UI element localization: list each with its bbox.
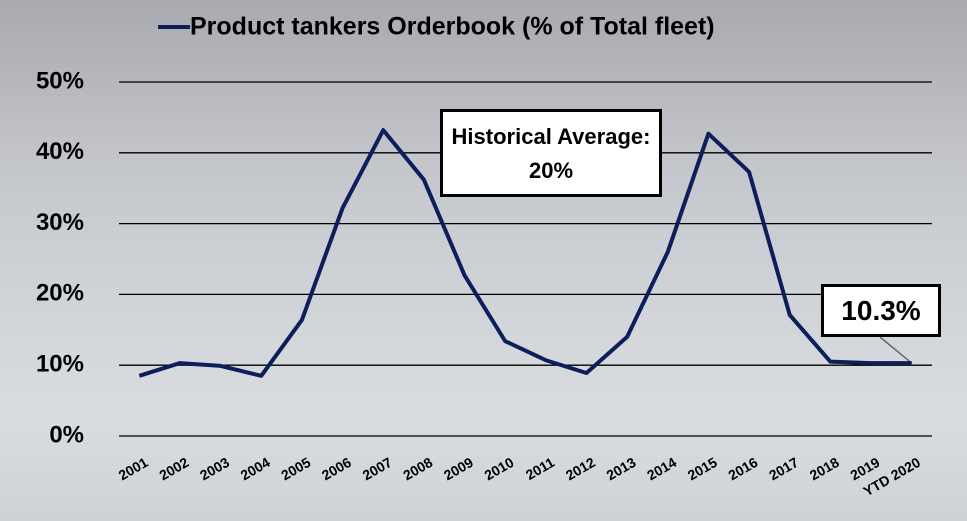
- x-tick-label: 2008: [400, 454, 435, 484]
- y-tick-label: 50%: [36, 67, 84, 94]
- annotation-leader: [879, 336, 913, 364]
- x-tick-label: 2016: [725, 454, 760, 484]
- x-tick-label: 2015: [685, 454, 720, 484]
- x-tick-label: 2002: [156, 454, 191, 484]
- x-tick-label: 2018: [807, 454, 842, 484]
- x-tick-label: 2007: [360, 454, 395, 484]
- x-tick-label: 2005: [278, 454, 313, 484]
- legend-label: Product tankers Orderbook (% of Total fl…: [190, 13, 715, 41]
- y-tick-label: 30%: [36, 209, 84, 236]
- x-tick-label: 2013: [603, 454, 638, 484]
- x-tick-label: 2001: [116, 454, 151, 484]
- y-tick-label: 10%: [36, 351, 84, 378]
- x-tick-label: 2003: [197, 454, 232, 484]
- y-tick-label: 0%: [49, 421, 84, 448]
- annotation-last: 10.3%: [821, 284, 941, 337]
- x-tick-label: 2012: [563, 454, 598, 484]
- x-tick-label: 2009: [441, 454, 476, 484]
- annotation-average: Historical Average: 20%: [440, 109, 662, 197]
- series-line: [138, 128, 912, 378]
- x-tick-label: 2010: [482, 454, 517, 484]
- x-tick-label: 2017: [766, 454, 801, 484]
- x-tick-label: 2011: [523, 454, 557, 483]
- y-tick-label: 20%: [36, 280, 84, 307]
- x-tick-label: 2004: [238, 454, 273, 484]
- x-tick-label: 2006: [319, 454, 354, 484]
- y-tick-label: 40%: [36, 138, 84, 165]
- x-tick-label: 2014: [644, 454, 679, 484]
